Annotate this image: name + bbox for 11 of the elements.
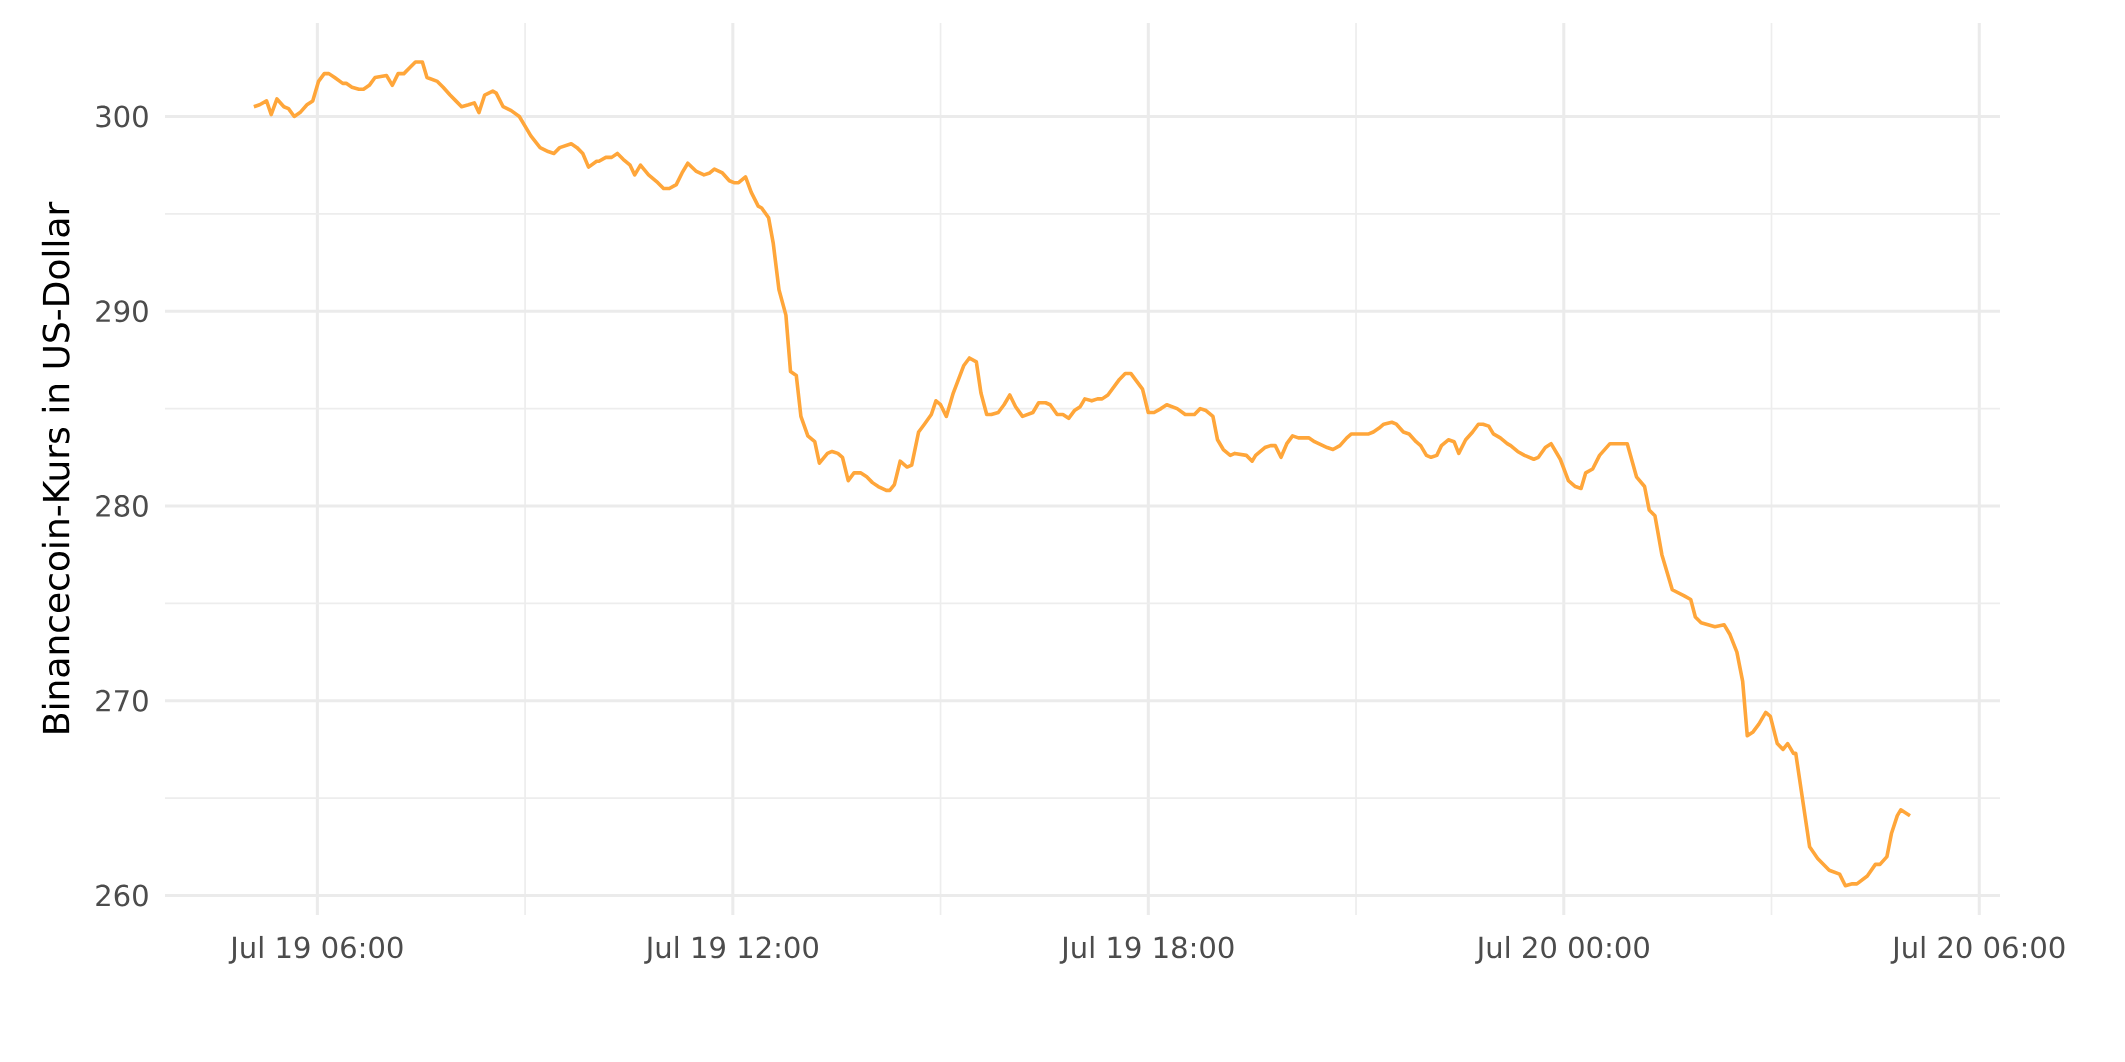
y-axis-title: Binancecoin-Kurs in US-Dollar [41,201,70,733]
y-tick-label: 260 [96,884,148,907]
y-tick-label: 270 [96,689,148,712]
y-tick-label: 300 [96,105,148,128]
x-tick-label: Jul 20 00:00 [1475,935,1649,964]
x-tick-label: Jul 19 12:00 [644,935,818,964]
x-tick-label: Jul 19 18:00 [1059,935,1234,964]
x-tick-label: Jul 20 06:00 [1890,935,2065,964]
y-tick-label: 280 [96,495,148,517]
y-tick-label: 290 [96,300,148,323]
x-tick-label: Jul 19 06:00 [228,935,403,964]
